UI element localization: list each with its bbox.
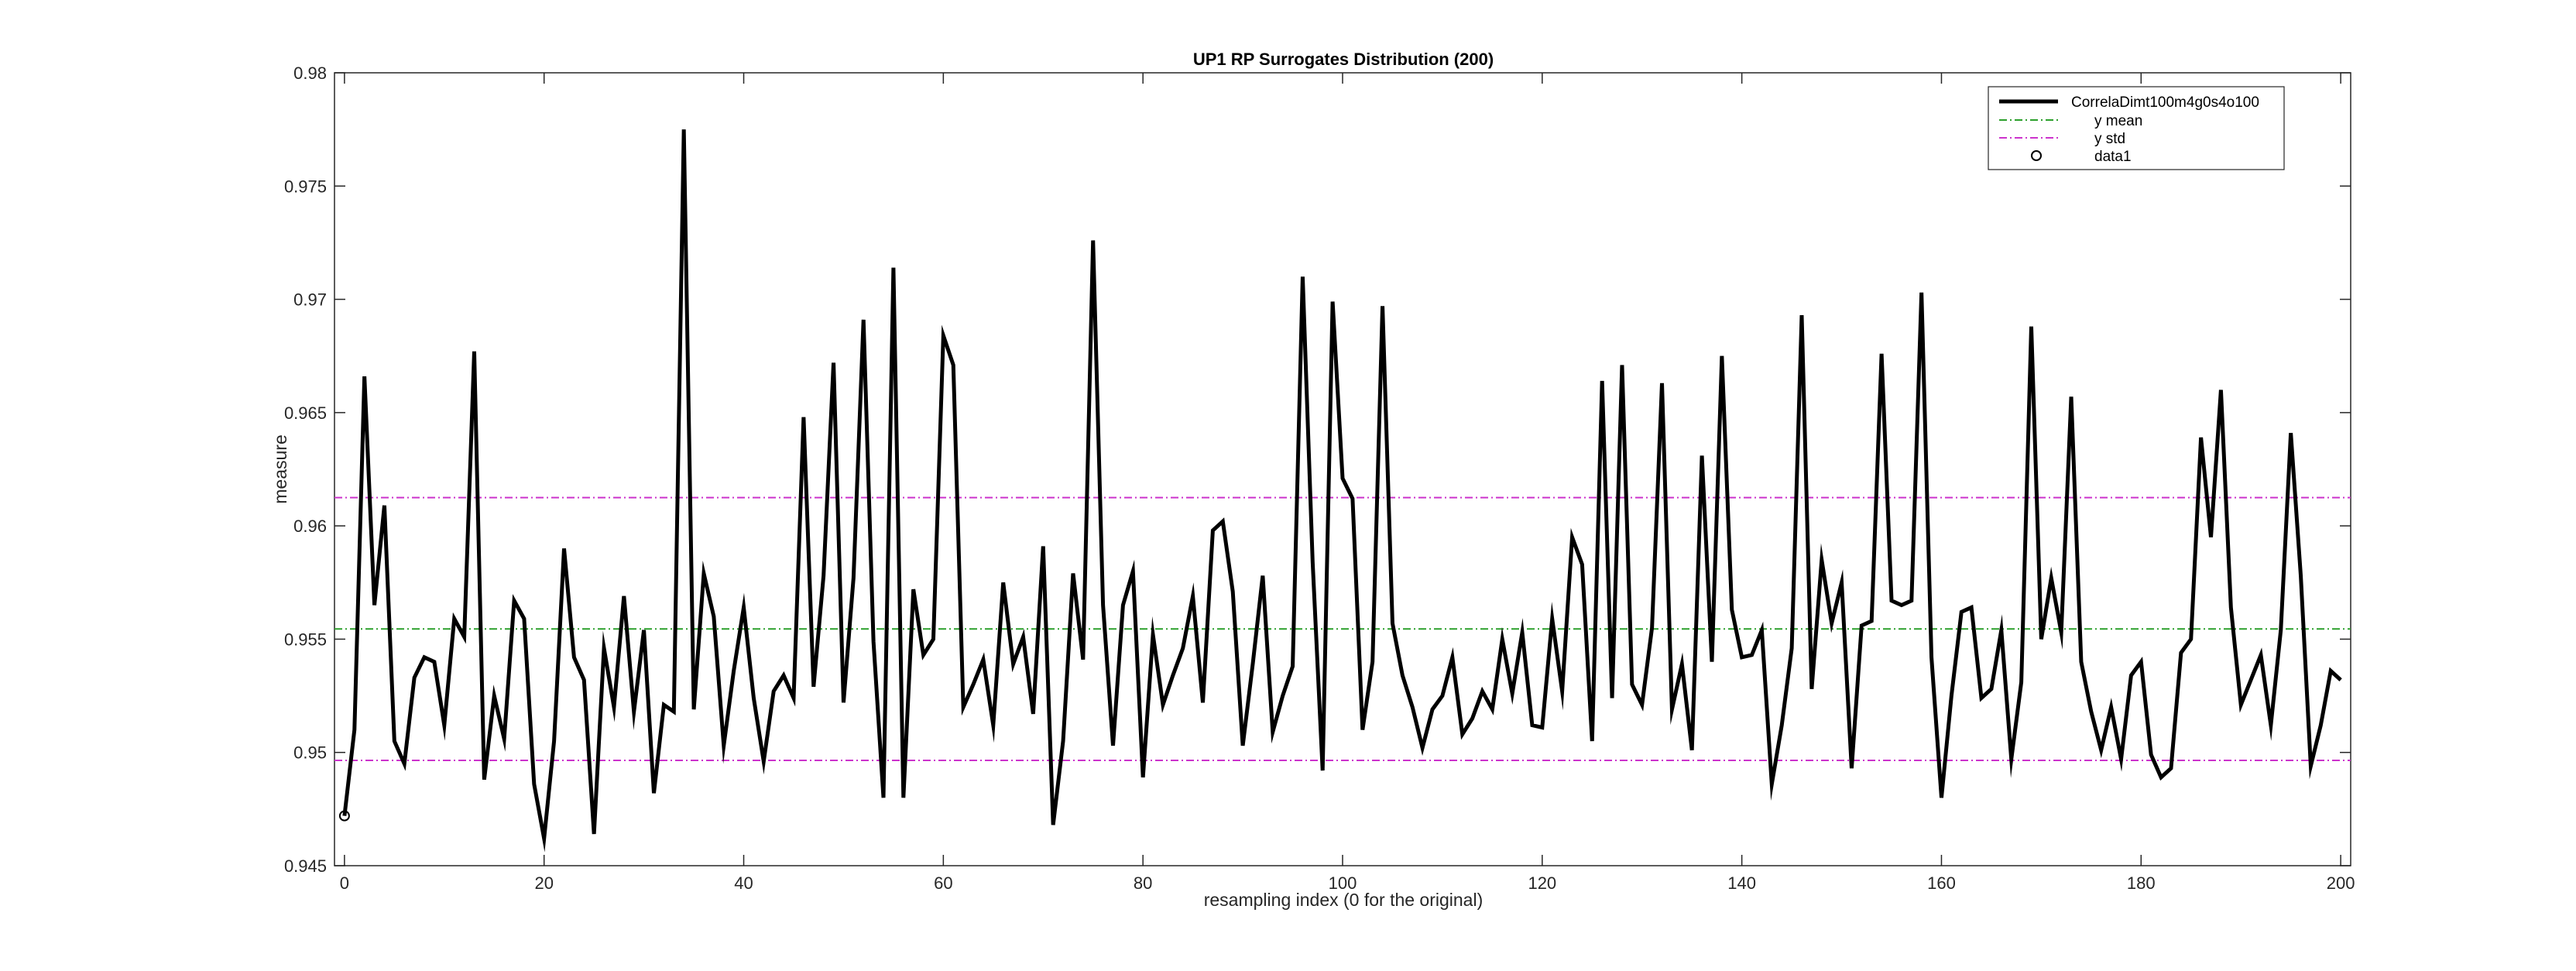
x-tick-label: 0 [340, 873, 349, 893]
x-tick-label: 160 [1927, 873, 1956, 893]
y-tick-label: 0.945 [284, 856, 327, 876]
series-correladim [342, 129, 2342, 853]
legend: CorrelaDimt100m4g0s4o100 y mean y std da… [1988, 86, 2285, 170]
y-tick-label: 0.975 [284, 177, 327, 196]
y-axis-ticks: 0.945 0.95 0.955 0.96 0.965 0.97 0.975 0.98 [284, 63, 2351, 876]
x-tick-label: 180 [2127, 873, 2156, 893]
x-tick-label: 20 [534, 873, 553, 893]
x-tick-label: 100 [1329, 873, 1357, 893]
y-tick-label: 0.98 [293, 63, 327, 83]
chart-title: UP1 RP Surrogates Distribution (200) [1193, 50, 1494, 69]
y-tick-label: 0.96 [293, 516, 327, 536]
x-tick-label: 60 [934, 873, 952, 893]
y-axis-label: measure [270, 434, 290, 503]
x-tick-label: 140 [1727, 873, 1756, 893]
legend-swatch-data1 [2031, 150, 2042, 161]
y-tick-label: 0.95 [293, 743, 327, 763]
legend-label-series-0: CorrelaDimt100m4g0s4o100 [2071, 94, 2259, 111]
x-axis-ticks: 0 20 40 60 80 100 120 140 160 180 200 [340, 73, 2355, 893]
x-tick-label: 40 [734, 873, 753, 893]
y-tick-label: 0.965 [284, 403, 327, 423]
series-line [342, 129, 2342, 853]
x-tick-label: 120 [1528, 873, 1556, 893]
plot-area: 0 20 40 60 80 100 120 140 160 180 200 0.9450.950.9… [284, 63, 2355, 893]
x-tick-label: 80 [1134, 873, 1152, 893]
x-axis-label: resampling index (0 for the original) [1204, 890, 1484, 910]
data1-markers [338, 810, 350, 822]
data1-marker [338, 810, 350, 822]
y-tick-label: 0.955 [284, 630, 327, 649]
x-tick-label: 200 [2327, 873, 2355, 893]
legend-label-data1: data1 [2094, 149, 2132, 165]
legend-label-y-std: y std [2094, 131, 2125, 147]
y-tick-label: 0.97 [293, 290, 327, 310]
legend-label-y-mean: y mean [2094, 113, 2142, 129]
reference-lines [334, 496, 2351, 761]
